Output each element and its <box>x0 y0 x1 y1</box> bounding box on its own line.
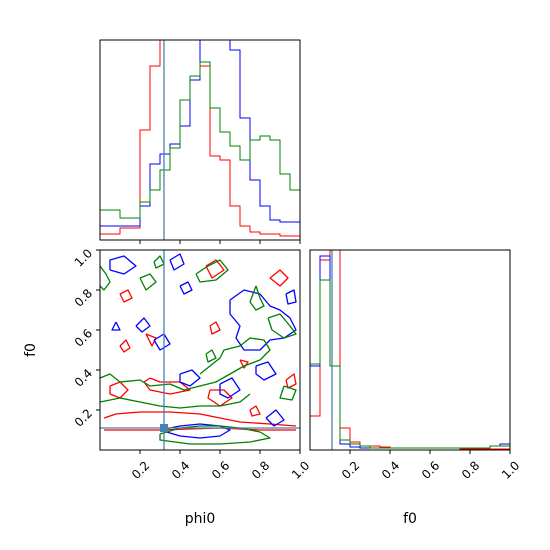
x-axis-label-phi0: phi0 <box>185 511 216 527</box>
contour-series-1-path-1 <box>109 255 137 275</box>
histogram-f0-plot-area <box>310 250 510 450</box>
contour-phi0-f0-panel: 0.2 0.4 0.6 0.8 1.0 0.20.40.60.81.0 <box>72 246 313 482</box>
contour-series-1-path-11 <box>285 289 297 305</box>
contour-series-1-path-5 <box>179 369 201 387</box>
contour-series-1-path-2 <box>169 253 185 271</box>
contour-series-0-path-0 <box>103 411 297 427</box>
histogram-phi0-frame <box>99 39 301 241</box>
x-axis-label-f0: f0 <box>403 511 417 527</box>
hist-f0-series-0-line <box>310 250 510 450</box>
contour-plot-area <box>100 250 300 450</box>
contour-series-0-path-7 <box>205 259 225 279</box>
contour-series-2-path-4 <box>195 259 229 283</box>
contour-series-2-path-2 <box>100 393 251 409</box>
contour-series-2-path-1 <box>100 337 271 391</box>
contour-series-1-path-8 <box>153 333 171 351</box>
contour-truth-marker <box>160 424 168 432</box>
histogram-phi0-panel <box>99 39 301 244</box>
contour-series-0-path-11 <box>249 405 261 417</box>
contour-series-2-path-0 <box>100 265 111 291</box>
contour-series-0-path-6 <box>119 339 131 353</box>
contour-frame <box>99 249 301 451</box>
histogram-phi0-x-ticks <box>139 240 301 244</box>
contour-series-1-path-9 <box>255 361 277 381</box>
contour-series-0-path-12 <box>119 289 133 303</box>
contour-series-2-path-5 <box>249 285 265 311</box>
contour-series-2-path-7 <box>267 313 297 339</box>
contour-series-1-path-6 <box>219 377 241 399</box>
contour-series-0-path-10 <box>285 373 297 389</box>
histogram-f0-frame <box>309 249 511 451</box>
contour-series-2-path-8 <box>205 349 217 363</box>
contour-series-1-path-10 <box>265 409 285 427</box>
contour-series-2-path-3 <box>159 425 271 445</box>
contour-series-0-path-9 <box>269 269 289 287</box>
y-axis-label-f0: f0 <box>23 343 39 357</box>
histogram-phi0-plot-area <box>100 40 300 240</box>
contour-series-0-path-13 <box>209 321 221 335</box>
contour-series-1-path-4 <box>179 281 193 295</box>
contour-series-0-path-3 <box>109 381 129 399</box>
contour-series-0-path-5 <box>145 333 157 347</box>
contour-series-1-path-0 <box>159 423 231 439</box>
contour-series-0-path-4 <box>207 389 233 407</box>
hist-f0-series-2-line <box>310 279 510 450</box>
contour-series-2-path-6 <box>139 273 157 291</box>
contour-series-1-path-7 <box>111 321 121 331</box>
contour-series-1-path-12 <box>135 317 151 333</box>
hist-phi0-series-2-line <box>100 61 300 240</box>
contour-series-2-path-9 <box>279 385 297 401</box>
